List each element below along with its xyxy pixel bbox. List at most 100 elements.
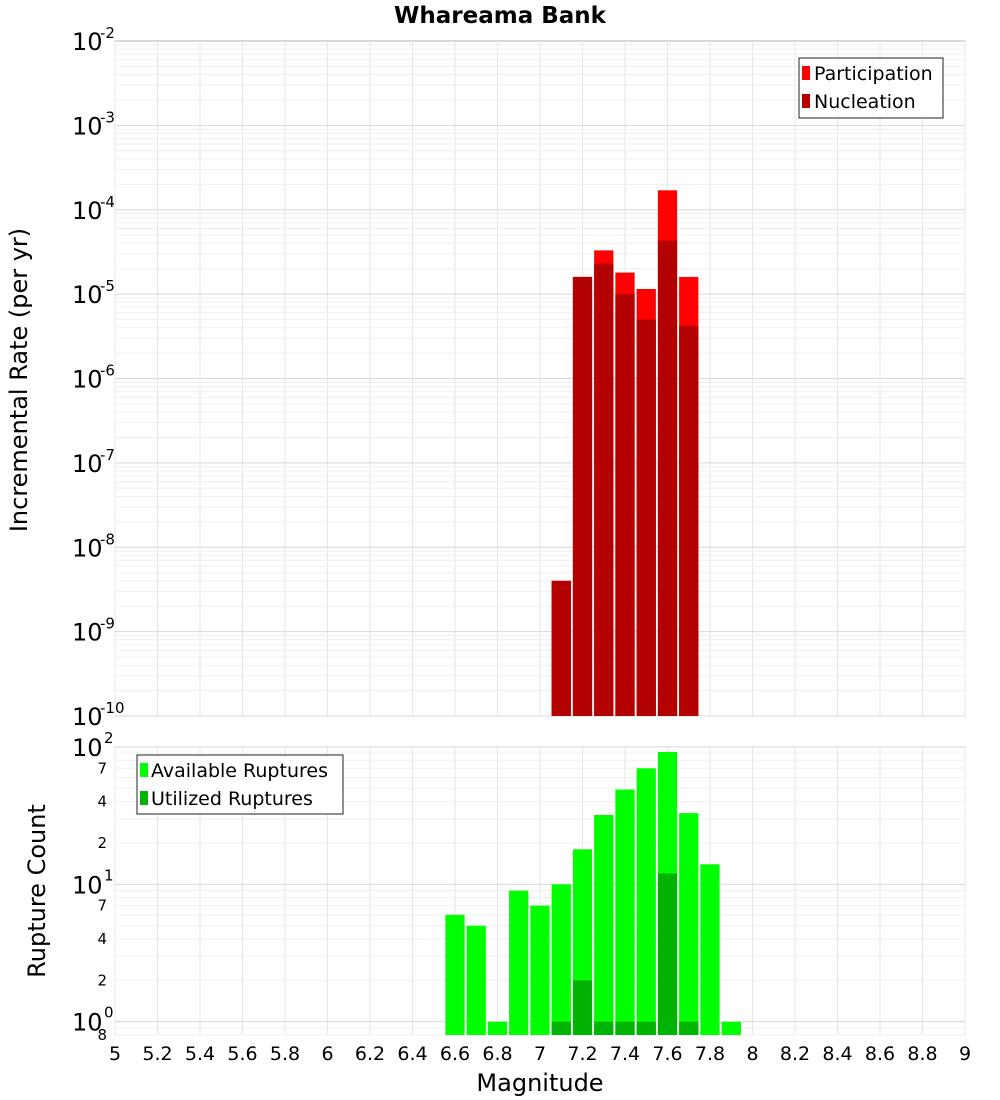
legend-label-nucleation: Nucleation (814, 91, 916, 113)
top-y-tick-label: 10-5 (72, 277, 115, 309)
legend-swatch-participation (802, 66, 810, 80)
bottom-minor-tick-label: 2 (97, 834, 107, 852)
tick-exponent: 1 (104, 866, 114, 884)
top-legend: Participation Nucleation (798, 57, 944, 119)
available-ruptures-bar (636, 768, 656, 1035)
tick-base: 10 (72, 112, 103, 140)
tick-exponent: -8 (100, 530, 115, 548)
tick-base: 10 (72, 1009, 103, 1037)
tick-exponent: -9 (100, 615, 115, 633)
tick-exponent: -7 (100, 446, 115, 464)
x-tick-label: 6.8 (482, 1043, 512, 1065)
available-ruptures-bar (487, 1021, 508, 1035)
tick-base: 10 (72, 534, 103, 562)
bottom-minor-tick-label: 8 (97, 1026, 107, 1044)
tick-exponent: -2 (100, 24, 115, 42)
legend-label-utilized: Utilized Ruptures (151, 788, 313, 810)
available-ruptures-bar (679, 813, 699, 1035)
x-tick-label: 9 (959, 1043, 971, 1065)
x-tick-label: 6 (321, 1043, 333, 1065)
available-ruptures-bar (700, 864, 720, 1035)
x-tick-label: 7.6 (652, 1043, 682, 1065)
tick-base: 10 (72, 366, 103, 394)
top-legend-box (798, 57, 944, 119)
tick-exponent: -4 (100, 193, 115, 211)
x-tick-label: 5.6 (227, 1043, 257, 1065)
tick-base: 10 (72, 28, 103, 56)
tick-base: 10 (72, 619, 103, 647)
legend-swatch-nucleation (802, 94, 810, 108)
top-y-tick-labels: 10-210-310-410-510-610-710-810-910-10 (72, 24, 125, 731)
x-tick-label: 8.2 (780, 1043, 810, 1065)
bottom-minor-tick-label: 4 (97, 930, 107, 948)
x-axis-tick-labels: 5 5.2 5.4 5.6 5.8 6 6.2 6.4 6.6 6.8 7 7.2 7.4 7.6 7.8 8… (109, 1043, 971, 1065)
top-y-tick-label: 10-7 (72, 446, 115, 478)
tick-exponent: 2 (104, 729, 114, 747)
top-y-tick-label: 10-6 (72, 362, 115, 394)
chart-title: Whareama Bank (394, 3, 607, 29)
available-ruptures-bar (721, 1021, 741, 1035)
utilized-ruptures-bar (679, 1021, 699, 1035)
tick-exponent: -10 (100, 699, 125, 717)
bottom-legend: Available Ruptures Utilized Ruptures (136, 754, 344, 815)
bottom-bars (445, 751, 741, 1035)
top-bars (551, 190, 699, 717)
top-gridlines (114, 41, 966, 717)
bottom-y-tick-label: 10 2 (72, 729, 114, 762)
available-ruptures-bar (445, 914, 465, 1035)
bottom-minor-tick-label: 7 (97, 759, 107, 777)
tick-base: 10 (72, 197, 103, 225)
tick-base: 10 (72, 734, 103, 762)
x-tick-label: 5.4 (185, 1043, 215, 1065)
tick-base: 10 (72, 450, 103, 478)
x-tick-label: 5.8 (270, 1043, 300, 1065)
available-ruptures-bar (551, 884, 571, 1035)
legend-label-available: Available Ruptures (151, 760, 328, 782)
x-tick-label: 7.4 (610, 1043, 640, 1065)
available-ruptures-bar (530, 905, 550, 1035)
top-y-axis-title: Incremental Rate (per yr) (5, 228, 33, 532)
x-tick-label: 7 (534, 1043, 546, 1065)
x-tick-label: 8.8 (907, 1043, 937, 1065)
available-ruptures-bar (509, 890, 529, 1035)
x-tick-label: 8.4 (822, 1043, 852, 1065)
utilized-ruptures-bar (636, 1021, 656, 1035)
tick-exponent: 0 (104, 1004, 114, 1022)
tick-base: 10 (72, 871, 103, 899)
tick-exponent: -6 (100, 362, 115, 380)
x-tick-label: 5 (109, 1043, 121, 1065)
x-tick-label: 7.8 (695, 1043, 725, 1065)
x-tick-label: 6.6 (440, 1043, 470, 1065)
bottom-legend-box (136, 754, 344, 815)
utilized-ruptures-bar (551, 1021, 571, 1035)
x-tick-label: 7.2 (567, 1043, 597, 1065)
legend-swatch-utilized (140, 791, 148, 805)
nucleation-bar (572, 276, 593, 716)
top-plot-area: 10-210-310-410-510-610-710-810-910-10 (72, 24, 966, 731)
available-ruptures-bar (615, 789, 635, 1035)
utilized-ruptures-bar (594, 1021, 614, 1035)
top-y-tick-label: 10-4 (72, 193, 115, 225)
nucleation-bar (679, 325, 699, 716)
legend-swatch-available (140, 763, 148, 777)
nucleation-bar (636, 319, 656, 716)
nucleation-bar (657, 240, 678, 717)
x-tick-label: 5.2 (142, 1043, 172, 1065)
nucleation-bar (594, 263, 614, 716)
top-y-tick-label: 10-8 (72, 530, 115, 562)
top-y-tick-label: 10-9 (72, 615, 115, 647)
utilized-ruptures-bar (657, 873, 678, 1035)
x-tick-label: 8 (746, 1043, 758, 1065)
x-tick-label: 8.6 (865, 1043, 895, 1065)
bottom-y-tick-label: 10 1 (72, 866, 114, 899)
x-axis-title: Magnitude (476, 1069, 603, 1097)
x-tick-label: 6.4 (397, 1043, 427, 1065)
bottom-y-tick-label: 10 0 (72, 1004, 114, 1037)
utilized-ruptures-bar (615, 1021, 635, 1035)
legend-label-participation: Participation (814, 63, 933, 85)
tick-base: 10 (72, 703, 103, 731)
bottom-y-axis-title: Rupture Count (23, 804, 51, 978)
available-ruptures-bar (466, 925, 486, 1035)
